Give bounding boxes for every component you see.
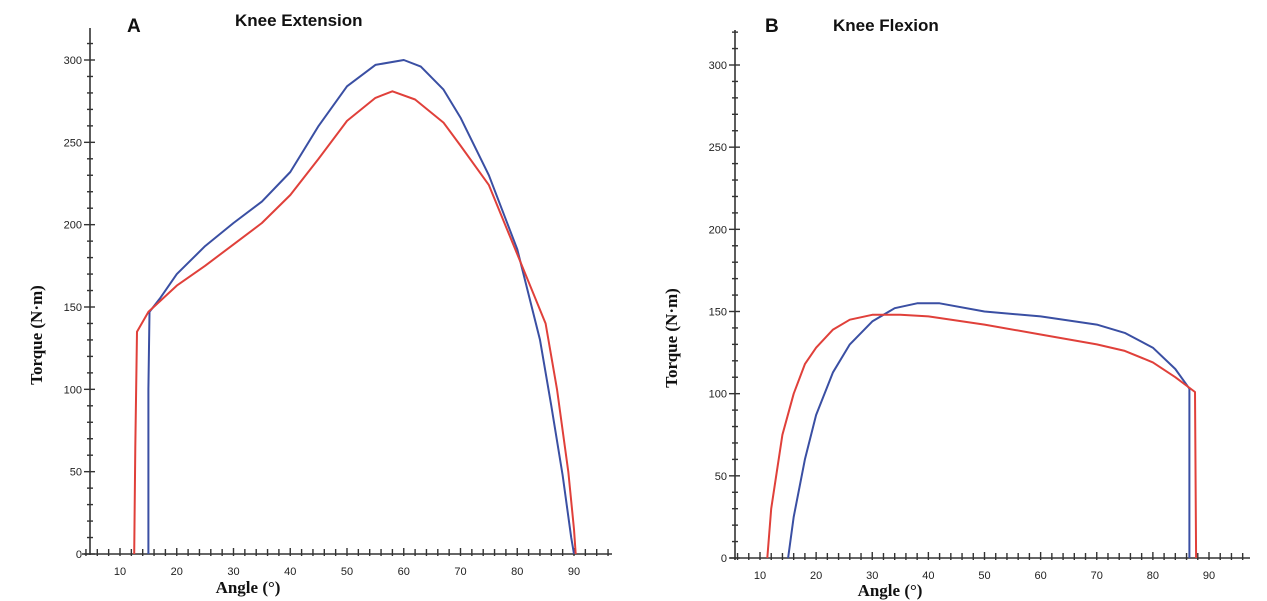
y-tick-label: 0 <box>721 553 727 565</box>
y-tick-label: 300 <box>709 60 727 72</box>
chart-panel-a: 0 50 100 150 200 250 300 10 20 30 40 50 60 70 80 90 A Kne… <box>27 11 612 597</box>
x-tick-label: 40 <box>922 570 934 582</box>
y-tick-label: 100 <box>709 389 727 401</box>
y-tick-label: 100 <box>64 384 82 396</box>
x-tick-label: 10 <box>754 570 766 582</box>
y-tick-label: 250 <box>709 142 727 154</box>
x-tick-label: 40 <box>284 566 296 578</box>
y-tick-label: 50 <box>70 467 82 479</box>
x-tick-label: 10 <box>114 566 126 578</box>
y-tick-label: 300 <box>64 55 82 67</box>
chart-title: Knee Flexion <box>833 16 939 35</box>
x-tick-label: 60 <box>1035 570 1047 582</box>
series-line-2 <box>766 313 1198 559</box>
x-tick-label: 50 <box>978 570 990 582</box>
y-tick-label: 0 <box>76 549 82 561</box>
chart-title: Knee Extension <box>235 11 363 30</box>
x-tick-label: 20 <box>171 566 183 578</box>
chart-panel-b: 0 50 100 150 200 250 300 10 20 30 40 50 60 70 80 90 B Kne… <box>640 0 1267 601</box>
x-tick-label: 80 <box>511 566 523 578</box>
y-tick-label: 150 <box>64 302 82 314</box>
panel-label: B <box>765 16 779 37</box>
y-axis-label: Torque (N·m) <box>662 288 681 388</box>
y-tick-label: 200 <box>64 220 82 232</box>
y-tick-label: 200 <box>709 224 727 236</box>
x-tick-label: 50 <box>341 566 353 578</box>
x-tick-label: 20 <box>810 570 822 582</box>
series-line-1 <box>147 59 575 555</box>
x-tick-label: 90 <box>568 566 580 578</box>
y-tick-label: 50 <box>715 471 727 483</box>
x-tick-label: 30 <box>227 566 239 578</box>
x-axis-label: Angle (°) <box>858 581 923 600</box>
y-tick-label: 250 <box>64 137 82 149</box>
panel-label: A <box>127 16 141 37</box>
x-axis-label: Angle (°) <box>216 578 281 597</box>
y-tick-label: 150 <box>709 307 727 319</box>
knee-flexion-chart: 0 50 100 150 200 250 300 10 20 30 40 50 60 70 80 90 B Kne… <box>662 16 1250 600</box>
y-axis-label: Torque (N·m) <box>27 285 46 385</box>
x-tick-label: 90 <box>1203 570 1215 582</box>
x-tick-label: 30 <box>866 570 878 582</box>
x-tick-label: 70 <box>454 566 466 578</box>
x-tick-label: 60 <box>398 566 410 578</box>
knee-extension-chart: 0 50 100 150 200 250 300 10 20 30 40 50 60 70 80 90 A Kne… <box>27 11 612 597</box>
x-tick-label: 80 <box>1147 570 1159 582</box>
series-line-2 <box>133 90 577 555</box>
series-line-1 <box>787 302 1191 559</box>
x-tick-label: 70 <box>1091 570 1103 582</box>
